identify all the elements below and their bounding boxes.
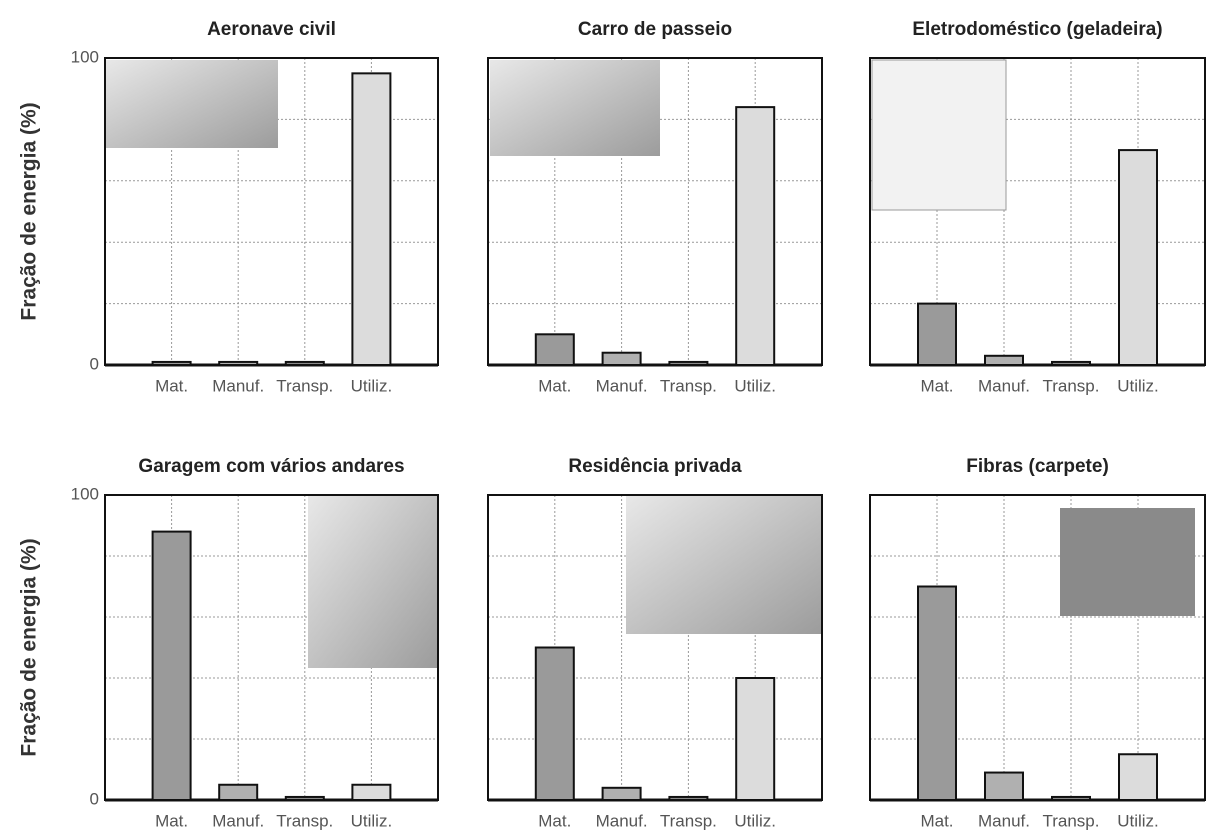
figure: Aeronave civil 0 100 Fração de energia (%) M… <box>0 0 1208 836</box>
chart-title: Residência privada <box>568 456 742 477</box>
x-tick-label: Mat. <box>538 811 571 830</box>
bar <box>985 773 1023 800</box>
chart-title: Aeronave civil <box>207 19 336 40</box>
x-tick-label: Transp. <box>276 376 333 395</box>
x-tick-label: Utiliz. <box>734 376 776 395</box>
photo-house <box>626 496 821 634</box>
y-tick-label: 100 <box>71 47 99 66</box>
bar <box>1052 362 1090 365</box>
x-tick-label: Transp. <box>660 376 717 395</box>
x-tick-label: Transp. <box>1042 376 1099 395</box>
chart-title: Garagem com vários andares <box>138 456 404 477</box>
bar <box>286 797 324 800</box>
bar <box>736 678 774 800</box>
x-tick-label: Manuf. <box>212 376 264 395</box>
bar <box>536 648 574 801</box>
bar <box>153 362 191 365</box>
photo-car <box>490 60 660 156</box>
x-tick-label: Manuf. <box>596 811 648 830</box>
x-tick-label: Manuf. <box>596 376 648 395</box>
x-tick-label: Mat. <box>920 376 953 395</box>
x-tick-label: Manuf. <box>212 811 264 830</box>
bar <box>603 353 641 365</box>
photo-airplane <box>106 60 278 148</box>
chart-title: Carro de passeio <box>578 19 732 40</box>
x-tick-label: Utiliz. <box>1117 811 1159 830</box>
y-tick-label: 100 <box>71 484 99 503</box>
x-tick-label: Mat. <box>538 376 571 395</box>
x-tick-label: Manuf. <box>978 376 1030 395</box>
bar <box>352 785 390 800</box>
chart-title: Fibras (carpete) <box>966 456 1109 477</box>
y-axis-label: Fração de energia (%) <box>18 102 41 320</box>
x-tick-label: Mat. <box>920 811 953 830</box>
x-tick-label: Transp. <box>276 811 333 830</box>
x-tick-label: Transp. <box>660 811 717 830</box>
bar <box>669 797 707 800</box>
x-tick-label: Transp. <box>1042 811 1099 830</box>
x-tick-label: Manuf. <box>978 811 1030 830</box>
bar <box>153 532 191 800</box>
bar <box>1119 754 1157 800</box>
bar <box>536 334 574 365</box>
photo-carpet <box>1060 508 1195 616</box>
bar <box>219 362 257 365</box>
y-tick-label: 0 <box>90 354 99 373</box>
bar <box>918 304 956 365</box>
bar <box>603 788 641 800</box>
x-tick-label: Utiliz. <box>351 376 393 395</box>
bar <box>1119 150 1157 365</box>
x-tick-label: Mat. <box>155 811 188 830</box>
y-axis-label: Fração de energia (%) <box>18 538 41 756</box>
x-tick-label: Mat. <box>155 376 188 395</box>
photo-garage <box>308 496 437 668</box>
chart-title: Eletrodoméstico (geladeira) <box>912 19 1162 40</box>
x-tick-label: Utiliz. <box>351 811 393 830</box>
x-tick-label: Utiliz. <box>734 811 776 830</box>
bar <box>219 785 257 800</box>
bar <box>669 362 707 365</box>
bar <box>286 362 324 365</box>
bar <box>736 107 774 365</box>
x-tick-label: Utiliz. <box>1117 376 1159 395</box>
bar <box>1052 797 1090 800</box>
bar <box>918 587 956 801</box>
bar <box>985 356 1023 365</box>
bar <box>352 73 390 365</box>
photo-fridge <box>872 60 1006 210</box>
y-tick-label: 0 <box>90 789 99 808</box>
